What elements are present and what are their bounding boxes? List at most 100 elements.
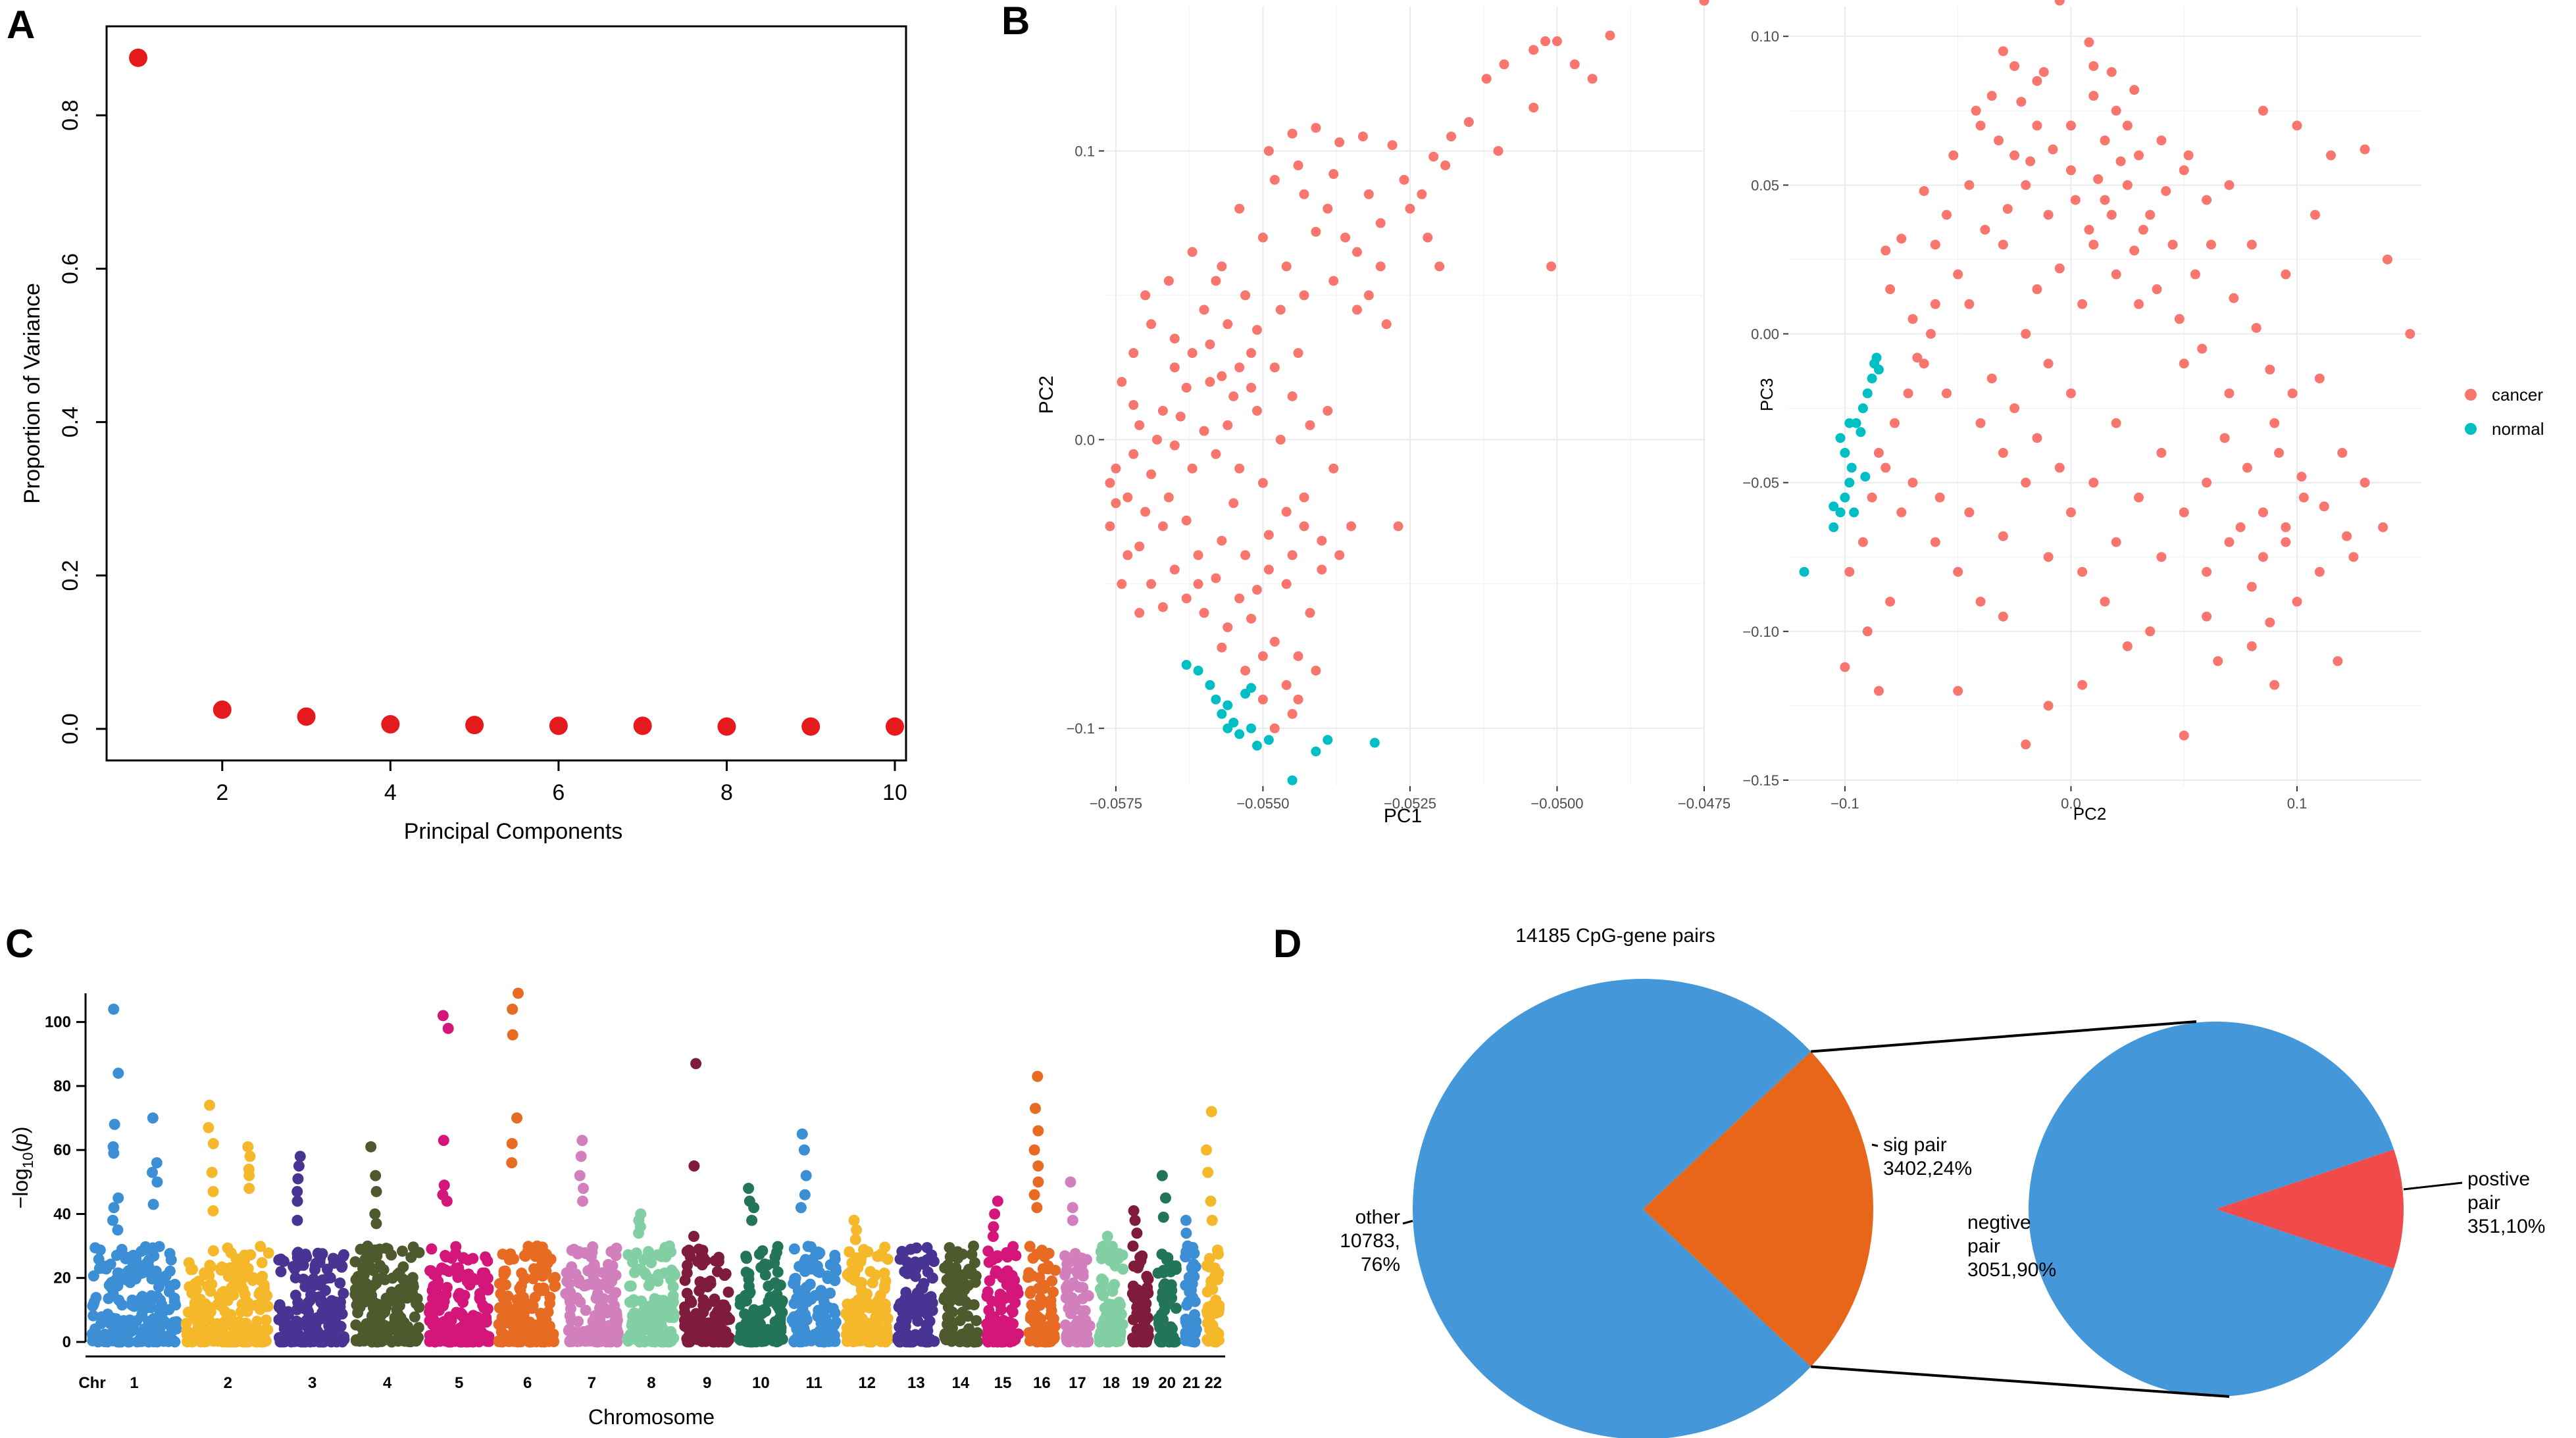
pie-slice-postive-pair	[2216, 1149, 2404, 1269]
manhattan-point-chr16	[1046, 1304, 1057, 1316]
pc1-pc2-point-cancer	[1399, 174, 1409, 185]
manhattan-point-chr1	[164, 1280, 176, 1292]
scree-plot: 0.0 0.2 0.4 0.6 0.8 2 4 6 8 10 Principal Compone…	[20, 25, 907, 844]
scree-y-label: Proportion of Variance	[20, 283, 45, 504]
manhattan-point-chr13	[909, 1270, 921, 1282]
manhattan-point-chr16	[1029, 1310, 1041, 1322]
pc2-pc3-point-cancer	[1919, 186, 1929, 196]
manhattan-point-chr21	[1184, 1315, 1196, 1327]
manhattan-point-chr8	[627, 1296, 639, 1308]
pc2-pc3-point-cancer	[2134, 299, 2144, 309]
manhattan-point-chr19	[1127, 1240, 1139, 1252]
manhattan-point-chr11	[828, 1273, 840, 1285]
pc1-pc2-point-cancer	[1263, 564, 1274, 575]
manhattan-x-tick-label: 1	[130, 1374, 138, 1392]
manhattan-point-chr22	[1209, 1262, 1221, 1274]
pc1-pc2-point-cancer	[1205, 339, 1215, 349]
manhattan-point-chr6	[493, 1277, 505, 1289]
manhattan-point-chr16	[1045, 1295, 1057, 1306]
pc2-pc3-point-cancer	[2032, 76, 2042, 86]
manhattan-point-chr9	[709, 1310, 721, 1322]
pc1-pc2-point-cancer	[1211, 276, 1221, 286]
manhattan-point-chr9	[722, 1286, 734, 1298]
manhattan-point-chr7	[574, 1170, 586, 1181]
manhattan-point-chr10	[751, 1327, 763, 1339]
manhattan-point-chr6	[515, 1284, 526, 1296]
manhattan-point-chr3	[275, 1266, 287, 1277]
manhattan-point-chr4	[349, 1256, 361, 1268]
manhattan-point-chr5	[474, 1293, 486, 1305]
pc1-pc2-point-cancer	[1493, 145, 1503, 156]
manhattan-point-chr2	[191, 1284, 203, 1296]
manhattan-point-chr1	[116, 1299, 128, 1311]
manhattan-point-chr10	[734, 1299, 746, 1310]
manhattan-point-chr1	[103, 1293, 114, 1304]
manhattan-point-chr10	[735, 1322, 747, 1333]
pc2-pc3-point-normal	[1844, 478, 1855, 488]
manhattan-point-chr18	[1101, 1231, 1113, 1242]
manhattan-point-chr20	[1166, 1292, 1178, 1304]
pc2-pc3-point-cancer	[1873, 447, 1884, 458]
pc1-pc2-point-cancer	[1217, 535, 1227, 546]
manhattan-point-chr15	[987, 1231, 999, 1242]
pc2-pc3-point-cancer	[2084, 224, 2094, 235]
pc2-pc3-point-cancer	[2100, 597, 2110, 607]
manhattan-point-chr12	[848, 1214, 860, 1226]
manhattan-point-chr19	[1142, 1274, 1154, 1285]
manhattan-point-chr22	[1211, 1300, 1223, 1312]
pc1-pc2-x-tick-label: −0.0500	[1530, 795, 1583, 812]
manhattan-x-tick-label: 16	[1033, 1374, 1051, 1392]
manhattan-point-chr12	[870, 1269, 882, 1281]
manhattan-point-chr6	[528, 1264, 540, 1276]
manhattan-point-chr4	[365, 1141, 377, 1153]
pc2-pc3-point-cancer	[2167, 239, 2178, 250]
pc1-pc2-point-cancer	[1128, 449, 1139, 459]
pc2-pc3-point-cancer	[2197, 343, 2208, 354]
pc1-pc2-point-cancer	[1246, 613, 1257, 624]
pie-connectors	[1811, 1020, 2230, 1398]
pc1-pc2-point-cancer	[1169, 440, 1180, 451]
manhattan-point-chr7	[561, 1276, 573, 1287]
manhattan-point-chr22	[1205, 1106, 1217, 1118]
pc2-pc3-point-cancer	[2337, 447, 2348, 458]
pc1-pc2-point-cancer	[1293, 160, 1303, 170]
manhattan-point-chr9	[694, 1318, 705, 1330]
pc1-pc2-point-cancer	[1228, 391, 1239, 401]
pc2-pc3-point-cancer	[2054, 0, 2065, 6]
pc2-pc3-y-tick-label: −0.10	[1742, 624, 1779, 640]
pc1-pc2-point-cancer	[1269, 174, 1280, 185]
manhattan-point-chr15	[981, 1318, 993, 1330]
pc1-pc2-point-cancer	[1111, 498, 1121, 508]
pc1-pc2-point-cancer	[1251, 405, 1262, 416]
pc2-pc3-point-normal	[1835, 507, 1846, 518]
pc2-pc3-point-cancer	[1907, 478, 1918, 488]
manhattan-point-chr11	[788, 1243, 800, 1255]
manhattan-point-chr4	[350, 1319, 362, 1331]
pc2-pc3-point-cancer	[2115, 156, 2126, 166]
manhattan-point-chr2	[243, 1330, 255, 1342]
manhattan-point-chr5	[436, 1323, 447, 1335]
pc1-pc2-point-cancer	[1481, 74, 1492, 84]
manhattan-point-chr3	[338, 1287, 349, 1299]
manhattan-point-chr3	[324, 1316, 336, 1328]
pc1-pc2-point-cancer	[1128, 400, 1139, 410]
pc1-pc2-point-cancer	[1375, 261, 1386, 272]
manhattan-x-label: Chromosome	[588, 1405, 715, 1429]
pc2-pc3-point-cancer	[1930, 239, 1940, 250]
manhattan-point-chr9	[690, 1058, 702, 1070]
pc2-pc3-point-cancer	[2235, 522, 2246, 533]
pc2-pc3-point-cancer	[2129, 85, 2140, 95]
pc1-pc2-point-normal	[1223, 700, 1233, 710]
pc2-pc3-y-tick-label: 0.00	[1751, 326, 1779, 343]
pc2-pc3-point-normal	[1829, 522, 1839, 533]
scree-point	[465, 716, 484, 735]
manhattan-point-chr10	[753, 1310, 765, 1322]
pc1-pc2-point-cancer	[1151, 434, 1162, 445]
manhattan-point-chr3	[291, 1214, 303, 1226]
manhattan-point-chr17	[1076, 1305, 1088, 1317]
pc2-pc3-point-cancer	[1998, 611, 2008, 622]
pc2-pc3-point-cancer	[2021, 180, 2031, 190]
pc1-pc2-point-cancer	[1293, 651, 1303, 661]
pc1-pc2-point-cancer	[1134, 608, 1145, 618]
